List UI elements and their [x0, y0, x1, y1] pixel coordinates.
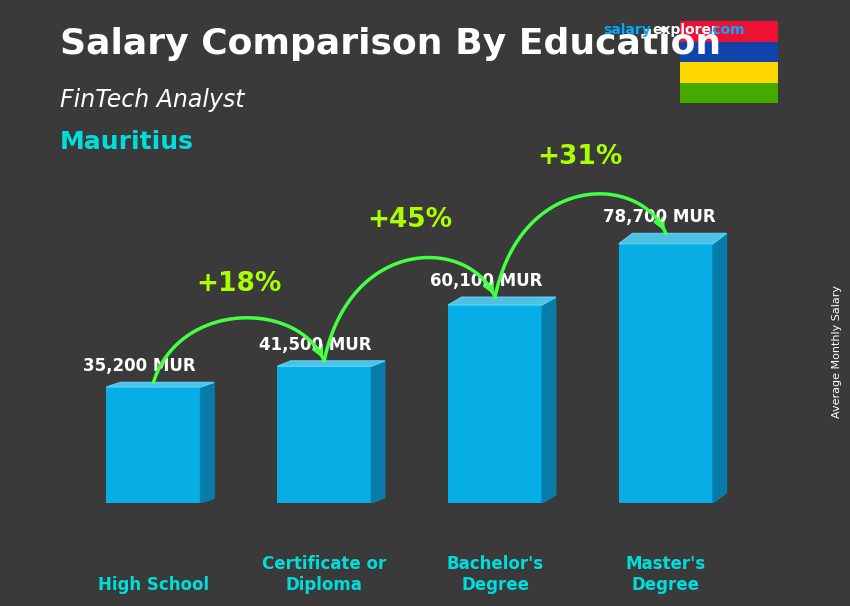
Text: High School: High School — [98, 576, 209, 594]
Text: 41,500 MUR: 41,500 MUR — [259, 336, 372, 353]
Text: Average Monthly Salary: Average Monthly Salary — [832, 285, 842, 418]
Bar — [680, 62, 778, 82]
Text: explorer: explorer — [653, 23, 719, 37]
Polygon shape — [371, 361, 385, 503]
Polygon shape — [277, 361, 385, 366]
Text: Mauritius: Mauritius — [60, 130, 193, 155]
FancyBboxPatch shape — [277, 366, 371, 503]
Text: Master's
Degree: Master's Degree — [626, 555, 706, 594]
FancyBboxPatch shape — [619, 244, 713, 503]
Polygon shape — [448, 297, 556, 305]
Text: FinTech Analyst: FinTech Analyst — [60, 88, 244, 112]
Text: +18%: +18% — [196, 271, 281, 297]
Bar — [680, 21, 778, 42]
Polygon shape — [542, 297, 556, 503]
Polygon shape — [619, 233, 727, 244]
Text: Salary Comparison By Education: Salary Comparison By Education — [60, 27, 721, 61]
Polygon shape — [201, 382, 214, 503]
Text: +31%: +31% — [538, 144, 623, 170]
Text: .com: .com — [708, 23, 745, 37]
FancyBboxPatch shape — [106, 387, 201, 503]
Polygon shape — [106, 382, 214, 387]
Text: salary: salary — [604, 23, 651, 37]
Text: +45%: +45% — [367, 207, 452, 233]
Text: 60,100 MUR: 60,100 MUR — [430, 272, 542, 290]
Text: Bachelor's
Degree: Bachelor's Degree — [446, 555, 544, 594]
Polygon shape — [713, 233, 727, 503]
Bar — [680, 82, 778, 103]
Text: 78,700 MUR: 78,700 MUR — [603, 208, 716, 226]
Text: Certificate or
Diploma: Certificate or Diploma — [262, 555, 387, 594]
FancyBboxPatch shape — [448, 305, 542, 503]
Bar — [680, 42, 778, 62]
Text: 35,200 MUR: 35,200 MUR — [83, 357, 196, 375]
